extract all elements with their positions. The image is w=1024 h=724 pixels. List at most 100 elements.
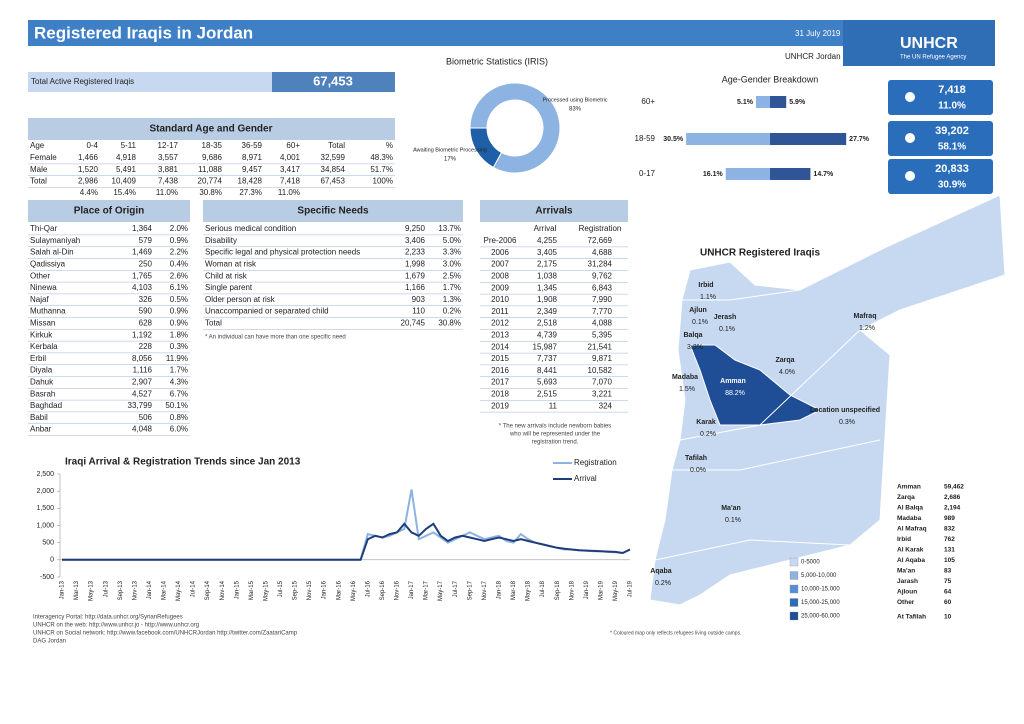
age-share: 11.0% xyxy=(278,188,300,197)
table-cell: Erbil xyxy=(30,354,46,363)
age-box-value: 7,418 xyxy=(938,84,966,96)
table-cell: 4,088 xyxy=(592,319,613,328)
chart-title: Biometric Statistics (IRIS) xyxy=(446,56,548,66)
table-cell: 32,599 xyxy=(321,153,346,162)
x-tick-label: Jan-18 xyxy=(497,580,503,599)
table-cell: 250 xyxy=(139,260,153,269)
table-cell: 2011 xyxy=(491,307,509,316)
slice-label: Awaiting Biometric Processing xyxy=(413,147,487,153)
governorate-count: 989 xyxy=(944,515,955,522)
x-tick-label: Mar-14 xyxy=(162,580,168,600)
table-cell: 2,518 xyxy=(537,319,558,328)
governorate-name: Al Karak xyxy=(897,547,924,554)
x-tick-label: Jul-17 xyxy=(453,580,459,597)
governorate-count: 59,462 xyxy=(944,484,964,491)
legend-label: Registration xyxy=(574,458,617,467)
table-cell: 100% xyxy=(373,177,393,186)
age-share: 4.4% xyxy=(80,188,98,197)
map-title: UNHCR Registered Iraqis xyxy=(700,248,820,259)
governorate-count: 83 xyxy=(944,568,952,575)
footer-line: UNHCR on Social network: http://www.face… xyxy=(33,631,298,637)
table-cell: 1,520 xyxy=(78,165,99,174)
note: * The new arrivals include newborn babie… xyxy=(499,424,612,430)
table-cell: 1.3% xyxy=(443,295,461,304)
table-header xyxy=(480,200,628,222)
governorate-count: 2,194 xyxy=(944,505,961,512)
governorate-count: 2,686 xyxy=(944,494,961,501)
bar xyxy=(755,96,770,108)
table-cell: 6.0% xyxy=(170,425,188,434)
table-cell: 31,284 xyxy=(588,260,613,269)
region-share: 0.2% xyxy=(655,580,671,587)
table-cell: Basrah xyxy=(30,389,55,398)
table-cell: 0.5% xyxy=(170,295,188,304)
x-tick-label: Jul-18 xyxy=(540,580,546,597)
table-cell: 0.3% xyxy=(170,342,188,351)
table-cell: 1,908 xyxy=(537,295,558,304)
table-cell: 5,693 xyxy=(537,378,558,387)
table-title: Arrivals xyxy=(535,206,573,217)
table-cell: Anbar xyxy=(30,425,52,434)
table-cell: 2.5% xyxy=(443,271,461,280)
x-tick-label: Jul-14 xyxy=(191,580,197,597)
governorate-name: Al Balqa xyxy=(897,505,923,512)
table-cell: 48.3% xyxy=(370,153,393,162)
x-tick-label: Sep-13 xyxy=(118,580,124,600)
table-cell: Diyala xyxy=(30,366,53,375)
table-cell: 324 xyxy=(599,401,613,410)
table-cell: 9,686 xyxy=(202,153,223,162)
x-tick-label: May-17 xyxy=(438,580,444,601)
office-name: UNHCR Jordan xyxy=(785,52,841,61)
region-name: Zarqa xyxy=(775,357,794,364)
table-cell: 21,541 xyxy=(588,342,613,351)
table-cell: 8,971 xyxy=(242,153,263,162)
table-cell: 2,349 xyxy=(537,307,558,316)
donut-slice xyxy=(469,82,561,174)
note: * An individual can have more than one s… xyxy=(205,335,346,341)
donut-slice xyxy=(469,127,503,169)
x-tick-label: Nov-17 xyxy=(482,580,488,600)
column-header: 36-59 xyxy=(242,141,263,150)
table-cell: Unaccompanied or separated child xyxy=(205,307,329,316)
bar-label: 30.5% xyxy=(663,136,684,143)
table-cell: 2012 xyxy=(491,319,509,328)
table-cell: 4,918 xyxy=(116,153,137,162)
table-cell: 3,406 xyxy=(405,236,426,245)
x-tick-label: Jan-17 xyxy=(409,580,415,599)
table-cell: Qadissiya xyxy=(30,260,66,269)
table-cell: Sulaymaniyah xyxy=(30,236,80,245)
x-tick-label: Jul-13 xyxy=(103,580,109,597)
region-name: Karak xyxy=(696,419,716,426)
age-box-share: 30.9% xyxy=(938,180,966,191)
table-cell: 628 xyxy=(139,319,153,328)
region-share: 0.2% xyxy=(700,431,716,438)
x-tick-label: Mar-19 xyxy=(598,580,604,600)
chart-title: Age-Gender Breakdown xyxy=(722,74,819,84)
column-header: 0-4 xyxy=(86,141,98,150)
table-cell: 3,881 xyxy=(158,165,179,174)
table-cell: 2,986 xyxy=(78,177,99,186)
x-tick-label: May-15 xyxy=(263,580,269,601)
table-cell: Specific legal and physical protection n… xyxy=(205,248,360,257)
table-cell: 6.7% xyxy=(170,389,188,398)
governorate-count: 131 xyxy=(944,547,955,554)
region-share: 1.2% xyxy=(859,325,875,332)
x-tick-label: Jan-15 xyxy=(234,580,240,599)
table-cell: 3,405 xyxy=(537,248,558,257)
x-tick-label: Nov-18 xyxy=(569,580,575,600)
x-tick-label: Jan-13 xyxy=(60,580,66,599)
table-cell: 1,998 xyxy=(405,260,426,269)
legend-label: 5,000-10,000 xyxy=(801,573,837,579)
governorate-name: Al Aqaba xyxy=(897,557,925,564)
table-cell: 15,987 xyxy=(533,342,558,351)
table-cell: 1,038 xyxy=(537,272,558,281)
header-bar xyxy=(28,20,995,46)
table-cell: Other xyxy=(30,271,50,280)
table-cell: 11 xyxy=(549,401,558,410)
logo-box xyxy=(843,20,995,66)
x-tick-label: Mar-17 xyxy=(424,580,430,600)
age-box xyxy=(888,159,993,194)
table-cell: 1,116 xyxy=(133,366,153,375)
table-cell: 30.8% xyxy=(438,319,461,328)
table-cell: 1,469 xyxy=(132,248,153,257)
